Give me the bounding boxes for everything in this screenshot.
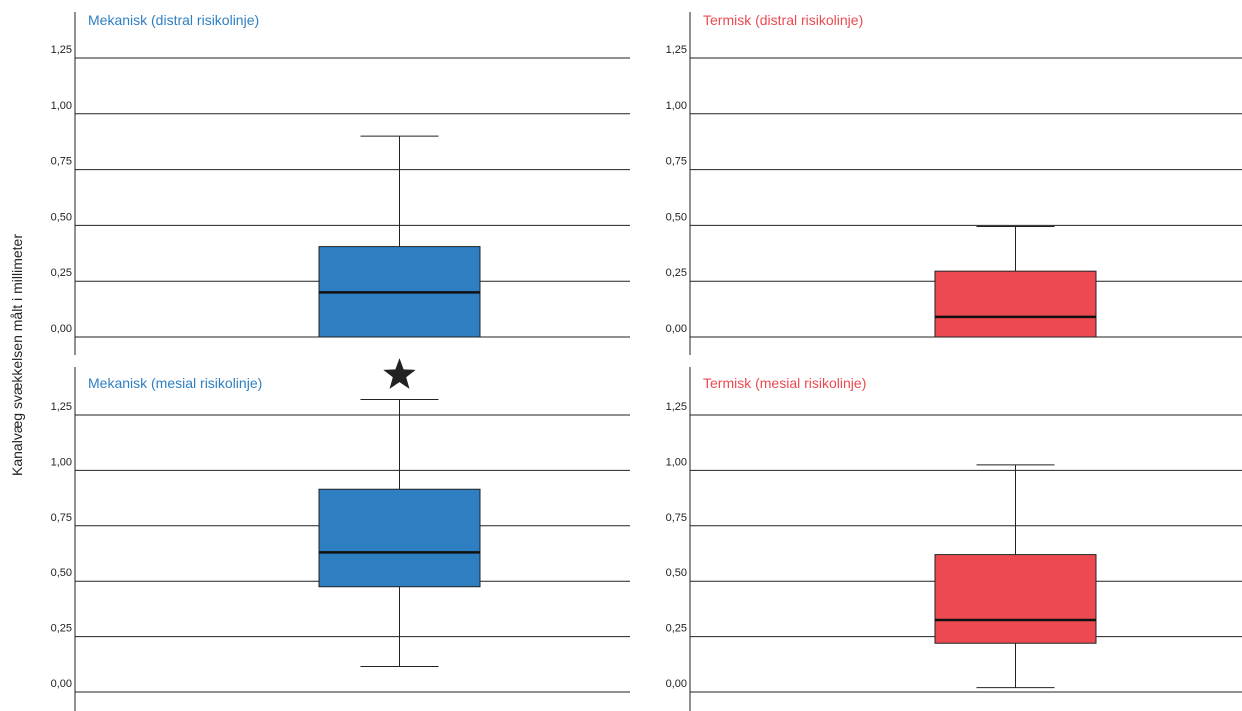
- y-tick-label: 1,25: [666, 44, 687, 56]
- y-tick-label: 0,50: [51, 211, 72, 223]
- y-tick-label: 1,00: [666, 100, 687, 112]
- y-tick-label: 0,75: [51, 156, 72, 168]
- y-tick-label: 0,25: [51, 623, 72, 635]
- panel-1: 0,00 0,25 0,50 0,75 1,00 1,25 Mekanisk (distra…: [51, 12, 630, 355]
- panel-title: Termisk (mesial risikolinje): [703, 375, 866, 391]
- panel-2: 0,00 0,25 0,50 0,75 1,00 1,25 Termisk (distral…: [666, 12, 1242, 355]
- iqr-box: [934, 554, 1097, 644]
- y-tick-label: 0,75: [51, 512, 72, 524]
- y-tick-label: 0,00: [51, 323, 72, 335]
- panel-3: 0,00 0,25 0,50 0,75 1,00 1,25 Mekanisk (mesial…: [51, 358, 630, 711]
- y-tick-label: 0,75: [666, 512, 687, 524]
- y-tick-label: 1,00: [51, 100, 72, 112]
- y-tick-label: 1,00: [666, 456, 687, 468]
- y-tick-label: 0,00: [666, 678, 687, 690]
- y-tick-label: 0,75: [666, 156, 687, 168]
- y-tick-label: 0,25: [666, 623, 687, 635]
- y-tick-label: 0,50: [51, 567, 72, 579]
- y-tick-label: 1,25: [51, 401, 72, 413]
- y-tick-label: 1,25: [666, 401, 687, 413]
- y-tick-label: 1,25: [51, 44, 72, 56]
- y-tick-label: 0,25: [51, 267, 72, 279]
- panel-title: Mekanisk (distral risikolinje): [88, 12, 259, 28]
- y-tick-label: 0,50: [666, 211, 687, 223]
- y-tick-label: 0,25: [666, 267, 687, 279]
- y-tick-label: 0,50: [666, 567, 687, 579]
- y-axis-title: Kanalvæg svækkelsen målt i millimeter: [9, 234, 25, 476]
- panel-title: Termisk (distral risikolinje): [703, 12, 863, 28]
- y-tick-label: 1,00: [51, 456, 72, 468]
- panel-4: 0,00 0,25 0,50 0,75 1,00 1,25 Termisk (mesial …: [666, 367, 1242, 711]
- iqr-box: [934, 270, 1097, 338]
- y-tick-label: 0,00: [666, 323, 687, 335]
- panel-title: Mekanisk (mesial risikolinje): [88, 375, 262, 391]
- y-tick-label: 0,00: [51, 678, 72, 690]
- outlier-star-marker: [383, 358, 416, 389]
- iqr-box: [318, 488, 481, 588]
